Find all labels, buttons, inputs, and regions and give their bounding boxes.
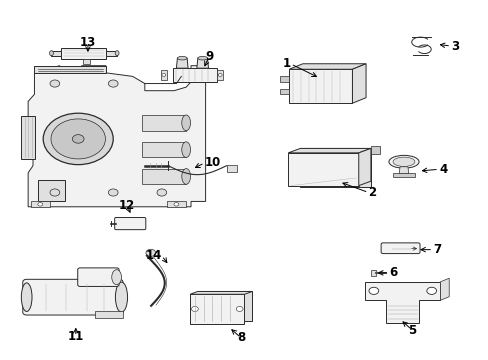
- Text: 14: 14: [145, 249, 162, 262]
- Ellipse shape: [21, 283, 32, 311]
- Circle shape: [236, 306, 243, 311]
- Ellipse shape: [115, 282, 127, 312]
- Circle shape: [157, 189, 166, 196]
- Text: 12: 12: [119, 198, 135, 212]
- FancyBboxPatch shape: [115, 217, 145, 230]
- Ellipse shape: [392, 157, 414, 166]
- Text: 6: 6: [388, 266, 397, 279]
- Polygon shape: [28, 66, 205, 207]
- Circle shape: [50, 80, 60, 87]
- Polygon shape: [172, 68, 217, 82]
- Polygon shape: [197, 58, 208, 68]
- Polygon shape: [440, 278, 448, 300]
- FancyBboxPatch shape: [380, 243, 419, 253]
- Polygon shape: [30, 202, 50, 207]
- Polygon shape: [142, 168, 186, 184]
- Polygon shape: [392, 173, 414, 177]
- Circle shape: [368, 287, 378, 294]
- Ellipse shape: [388, 156, 418, 168]
- Text: 13: 13: [80, 36, 96, 49]
- Circle shape: [50, 189, 60, 196]
- Polygon shape: [95, 311, 122, 318]
- Polygon shape: [21, 116, 35, 158]
- Circle shape: [38, 203, 42, 206]
- Polygon shape: [142, 115, 186, 131]
- Text: 1: 1: [282, 57, 290, 71]
- Polygon shape: [34, 66, 106, 73]
- Polygon shape: [142, 142, 186, 157]
- Text: 8: 8: [237, 332, 244, 345]
- Polygon shape: [287, 148, 370, 153]
- FancyBboxPatch shape: [23, 279, 122, 315]
- Ellipse shape: [49, 51, 53, 56]
- Ellipse shape: [182, 168, 190, 184]
- Polygon shape: [217, 70, 223, 80]
- Polygon shape: [365, 282, 440, 323]
- Polygon shape: [38, 180, 64, 202]
- Polygon shape: [352, 64, 366, 103]
- Ellipse shape: [198, 57, 207, 60]
- Circle shape: [191, 306, 198, 311]
- Polygon shape: [358, 148, 370, 186]
- Ellipse shape: [182, 142, 190, 157]
- Polygon shape: [51, 51, 61, 56]
- Polygon shape: [61, 48, 106, 59]
- Circle shape: [108, 189, 118, 196]
- Polygon shape: [161, 70, 166, 80]
- Polygon shape: [370, 145, 379, 154]
- Circle shape: [174, 203, 179, 206]
- Ellipse shape: [182, 115, 190, 131]
- Circle shape: [145, 249, 155, 256]
- Circle shape: [426, 287, 436, 294]
- FancyBboxPatch shape: [78, 268, 119, 287]
- Polygon shape: [398, 167, 408, 174]
- Polygon shape: [288, 69, 352, 103]
- Text: 2: 2: [368, 186, 376, 199]
- Ellipse shape: [115, 51, 119, 56]
- Polygon shape: [176, 58, 188, 68]
- Circle shape: [43, 113, 113, 165]
- Bar: [226, 165, 237, 172]
- Polygon shape: [280, 89, 288, 94]
- Circle shape: [162, 73, 165, 76]
- Ellipse shape: [112, 270, 121, 285]
- Text: 9: 9: [204, 50, 213, 63]
- Polygon shape: [300, 148, 370, 187]
- Circle shape: [218, 73, 222, 76]
- Polygon shape: [280, 76, 288, 82]
- Polygon shape: [83, 59, 90, 64]
- Text: 11: 11: [67, 330, 84, 343]
- Ellipse shape: [177, 57, 187, 60]
- Circle shape: [51, 119, 105, 159]
- Polygon shape: [288, 64, 366, 69]
- Polygon shape: [190, 292, 252, 294]
- Polygon shape: [190, 294, 244, 324]
- Polygon shape: [370, 270, 375, 276]
- Text: 3: 3: [450, 40, 458, 53]
- Polygon shape: [106, 51, 117, 56]
- Text: 7: 7: [432, 243, 440, 256]
- Text: 10: 10: [204, 156, 221, 169]
- Polygon shape: [198, 292, 252, 321]
- Polygon shape: [287, 153, 358, 186]
- Polygon shape: [166, 202, 186, 207]
- Circle shape: [108, 80, 118, 87]
- Text: 4: 4: [438, 163, 447, 176]
- Circle shape: [72, 135, 84, 143]
- Text: 5: 5: [407, 324, 415, 337]
